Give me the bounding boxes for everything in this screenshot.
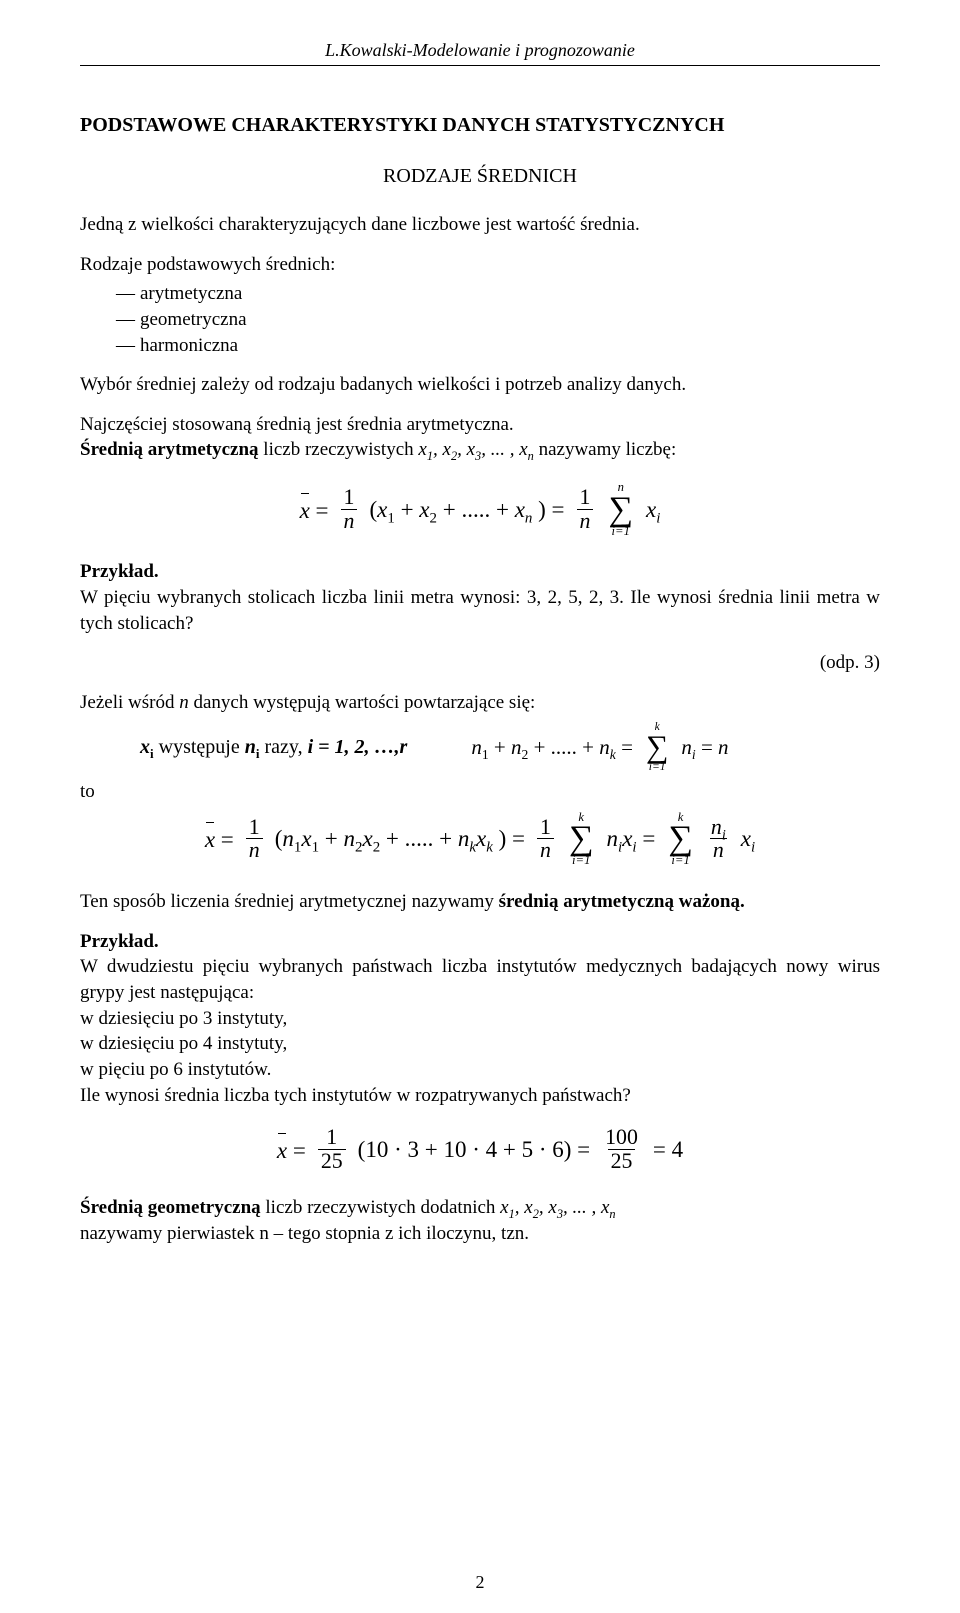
frequency-sum-formula: n1 + n2 + ..... + nk = k∑i=1 ni = n <box>471 722 728 773</box>
example-text: W pięciu wybranych stolicach liczba lini… <box>80 587 880 634</box>
symbol-sequence: x1, x2, x3, ... , xn <box>418 439 533 460</box>
means-type-list: arytmetyczna geometryczna harmoniczna <box>116 281 880 358</box>
example-line: w dziesięciu po 3 instytuty, <box>80 1008 287 1029</box>
example-1-answer: (odp. 3) <box>80 650 880 676</box>
term-weighted-arithmetic-mean: średnią arytmetyczną ważoną. <box>499 891 745 912</box>
text-span: danych występują wartości powtarzające s… <box>189 692 536 713</box>
section-subtitle: RODZAJE ŚREDNICH <box>80 165 880 188</box>
text-span: nazywamy pierwiastek n – tego stopnia z … <box>80 1223 529 1244</box>
formula-weighted-mean: x = 1n (n1x1 + n2x2 + ..... + nkxk ) = 1… <box>80 811 880 867</box>
text-span: liczb rzeczywistych <box>259 439 419 460</box>
example-text: W dwudziestu pięciu wybranych państwach … <box>80 956 880 1003</box>
example-2: Przykład. W dwudziestu pięciu wybranych … <box>80 929 880 1108</box>
formula-worked-example: x = 125 (10 · 3 + 10 · 4 + 5 · 6) = 1002… <box>80 1126 880 1173</box>
list-item: arytmetyczna <box>116 281 880 307</box>
intro-paragraph-4: Najczęściej stosowaną średnią jest średn… <box>80 412 880 463</box>
term-arithmetic-mean: Średnią arytmetyczną <box>80 439 259 460</box>
text-span: nazywamy liczbę: <box>534 439 676 460</box>
page-title: PODSTAWOWE CHARAKTERYSTYKI DANYCH STATYS… <box>80 114 880 137</box>
intro-paragraph-1: Jedną z wielkości charakteryzujących dan… <box>80 212 880 238</box>
document-page: L.Kowalski-Modelowanie i prognozowanie P… <box>0 0 960 1613</box>
page-number: 2 <box>0 1572 960 1593</box>
example-line: w pięciu po 6 instytutów. <box>80 1059 271 1080</box>
running-header: L.Kowalski-Modelowanie i prognozowanie <box>80 40 880 66</box>
text-span: Jeżeli wśród <box>80 692 179 713</box>
example-question: Ile wynosi średnia liczba tych instytutó… <box>80 1085 631 1106</box>
list-item: harmoniczna <box>116 333 880 359</box>
weighted-closing: Ten sposób liczenia średniej arytmetyczn… <box>80 889 880 915</box>
formula-arithmetic-mean: x = 1n (x1 + x2 + ..... + xn ) = 1n n∑i=… <box>80 481 880 537</box>
frequency-definition-row: xi występuje ni razy, i = 1, 2, …,r n1 +… <box>140 722 880 773</box>
body-text: Jedną z wielkości charakteryzujących dan… <box>80 212 880 1246</box>
symbol-sequence: x1, x2, x3, ... , xn <box>500 1197 615 1218</box>
intro-paragraph-2: Rodzaje podstawowych średnich: <box>80 252 880 278</box>
intro-paragraph-3: Wybór średniej zależy od rodzaju badanyc… <box>80 372 880 398</box>
example-heading: Przykład. <box>80 561 159 582</box>
weighted-to-label: to <box>80 779 880 805</box>
example-1: Przykład. W pięciu wybranych stolicach l… <box>80 559 880 636</box>
text-span: Najczęściej stosowaną średnią jest średn… <box>80 414 514 435</box>
term-geometric-mean: Średnią geometryczną <box>80 1197 261 1218</box>
list-item: geometryczna <box>116 307 880 333</box>
example-heading: Przykład. <box>80 931 159 952</box>
text-span: Ten sposób liczenia średniej arytmetyczn… <box>80 891 499 912</box>
geometric-mean-definition: Średnią geometryczną liczb rzeczywistych… <box>80 1195 880 1246</box>
example-line: w dziesięciu po 4 instytuty, <box>80 1033 287 1054</box>
frequency-label: xi występuje ni razy, i = 1, 2, …,r <box>140 734 407 761</box>
text-span: liczb rzeczywistych dodatnich <box>261 1197 501 1218</box>
weighted-intro: Jeżeli wśród n danych występują wartości… <box>80 690 880 716</box>
